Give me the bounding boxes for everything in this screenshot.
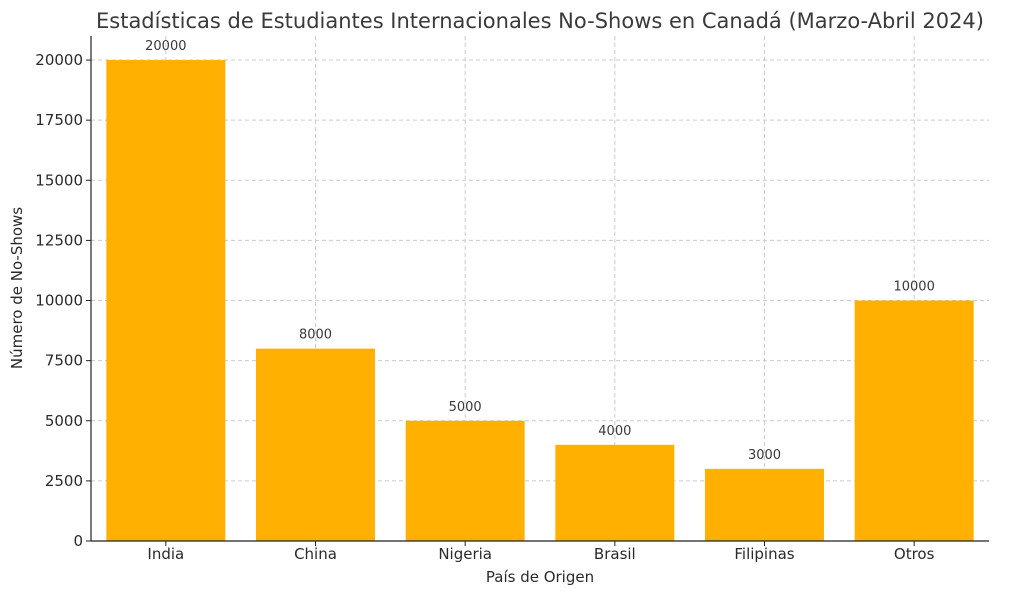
x-tick-label: India: [147, 545, 184, 563]
y-axis-title: Número de No-Shows: [8, 207, 26, 369]
bar-nigeria: [405, 420, 525, 541]
data-label: 4000: [598, 424, 631, 439]
x-axis-title: País de Origen: [486, 568, 594, 586]
x-tick-label: Brasil: [594, 545, 636, 563]
x-tick-label: China: [294, 545, 337, 563]
bars: 20000 8000 5000 4000 3000 10000: [106, 39, 974, 542]
bar-brasil: [555, 444, 675, 541]
y-tick-label: 15000: [35, 171, 83, 189]
y-tick-label: 12500: [35, 231, 83, 249]
y-tick-label: 10000: [35, 292, 83, 310]
y-tick-label: 20000: [35, 51, 83, 69]
data-label: 3000: [748, 448, 781, 463]
data-label: 8000: [299, 328, 332, 343]
y-tick-label: 0: [73, 532, 83, 550]
data-label: 10000: [893, 280, 934, 295]
bar-otros: [854, 300, 974, 541]
y-tick-label: 7500: [45, 352, 83, 370]
bar-china: [256, 348, 375, 541]
x-tick-label: Filipinas: [734, 545, 794, 563]
x-tick-label: Otros: [894, 545, 935, 563]
data-label: 5000: [449, 400, 482, 415]
gridlines: [91, 36, 989, 542]
x-tick-label: Nigeria: [438, 545, 492, 563]
chart-title: Estadísticas de Estudiantes Internaciona…: [96, 9, 984, 33]
y-tick-label: 17500: [35, 111, 83, 129]
bar-india: [106, 60, 226, 542]
axes: India China Nigeria Brasil Filipinas Otros 0 25…: [35, 36, 989, 563]
y-tick-label: 2500: [45, 472, 83, 490]
y-tick-label: 5000: [45, 412, 83, 430]
data-label: 20000: [145, 39, 186, 54]
bar-filipinas: [705, 468, 824, 541]
